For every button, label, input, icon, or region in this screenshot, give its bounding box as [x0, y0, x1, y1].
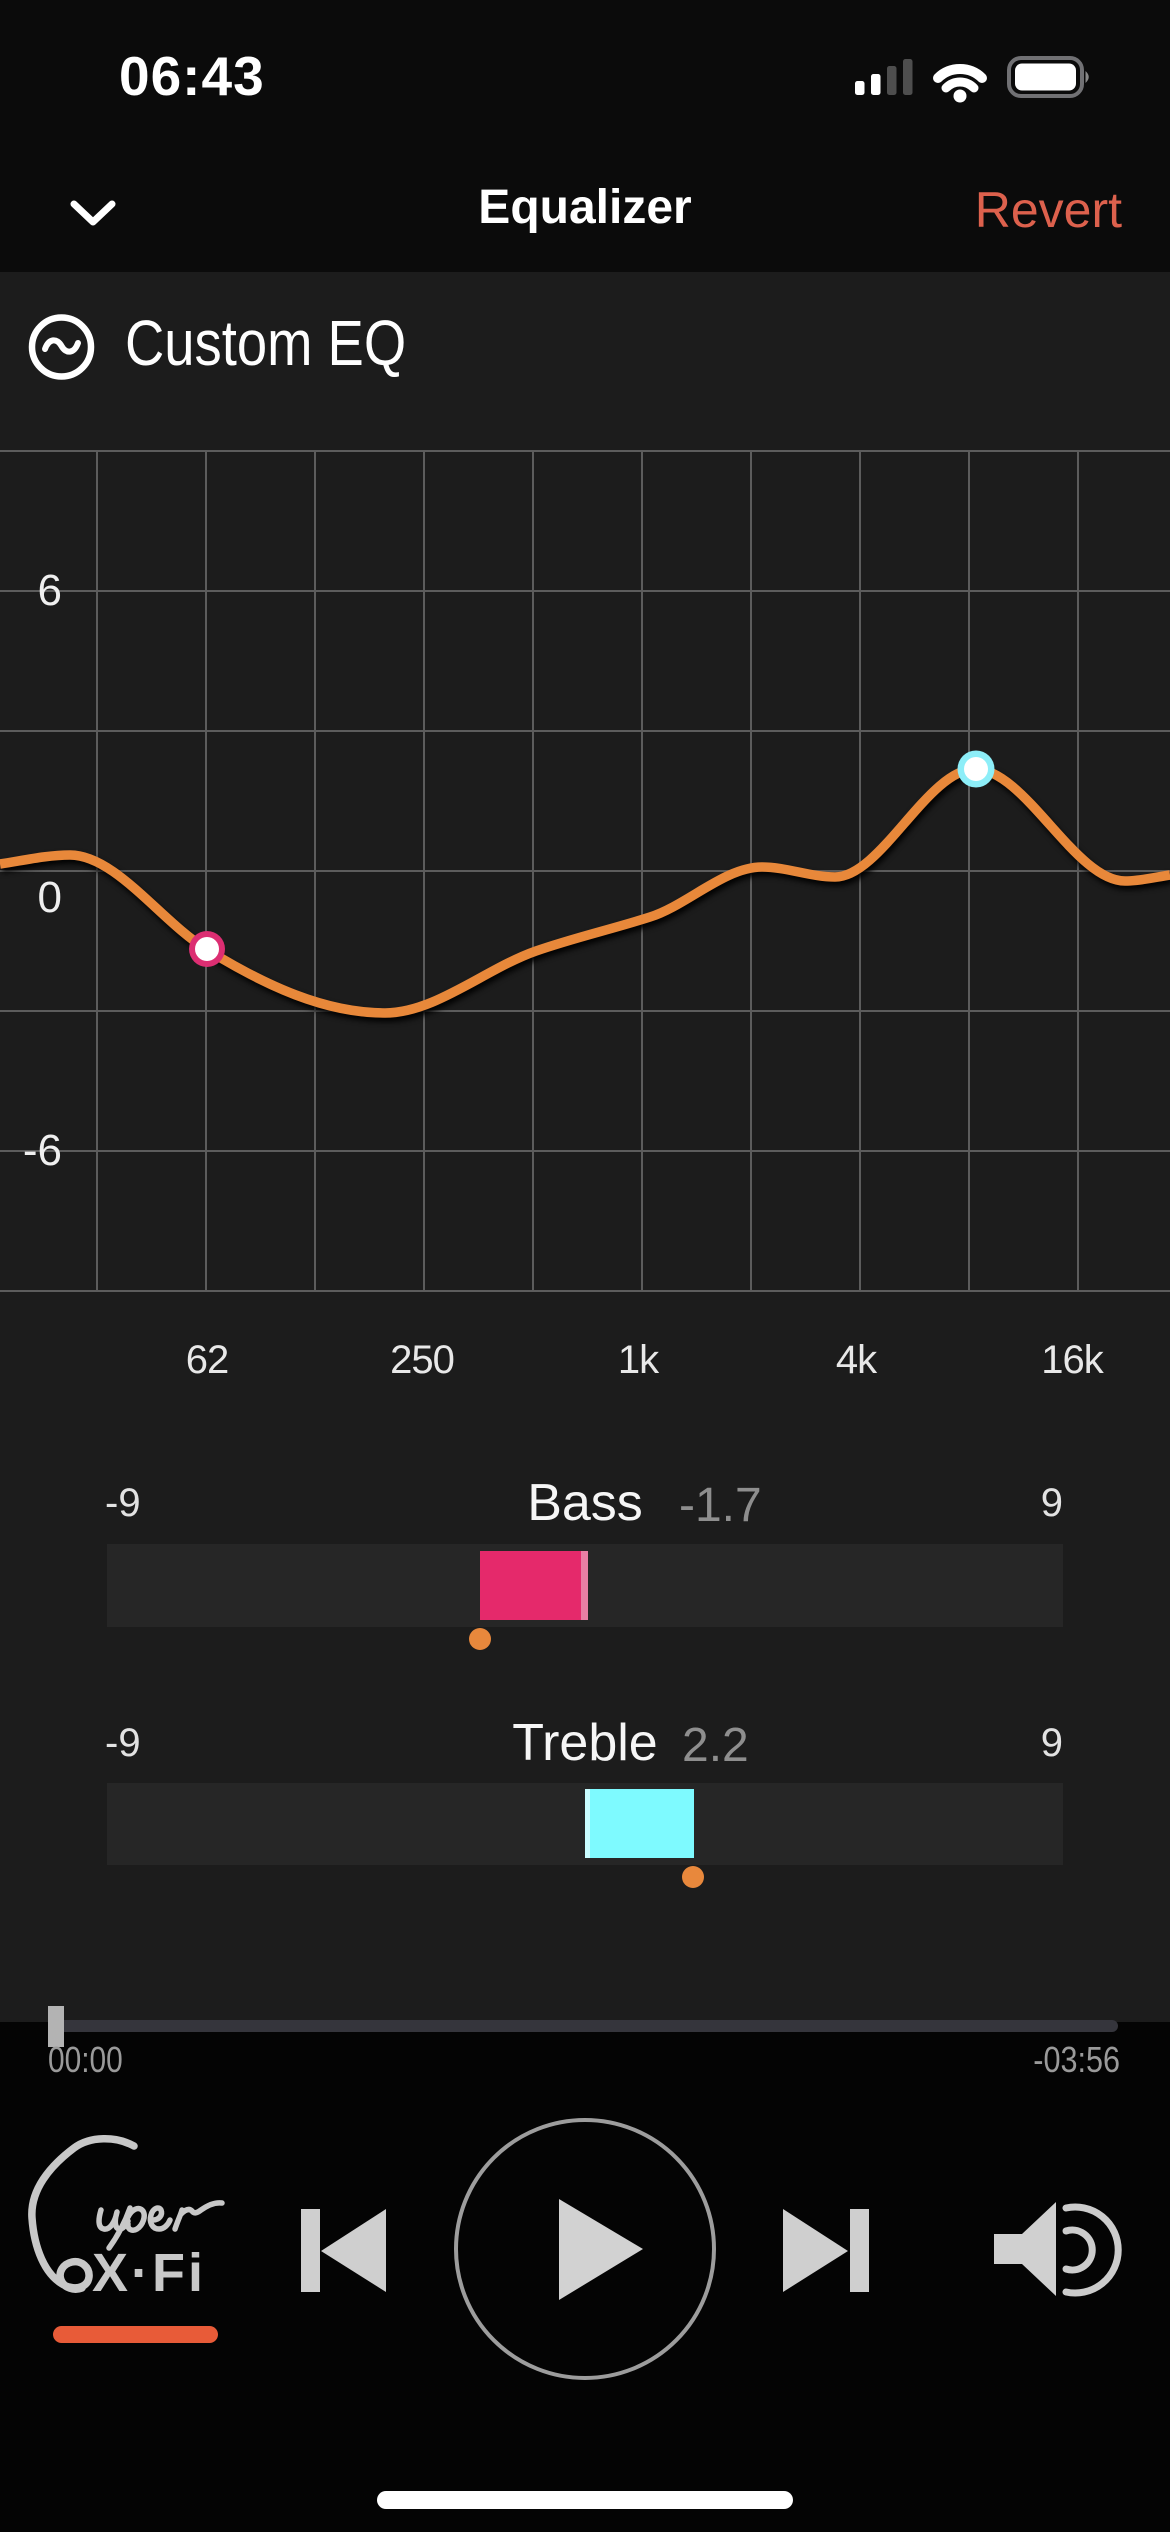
svg-text:X·Fi: X·Fi — [92, 2243, 206, 2303]
